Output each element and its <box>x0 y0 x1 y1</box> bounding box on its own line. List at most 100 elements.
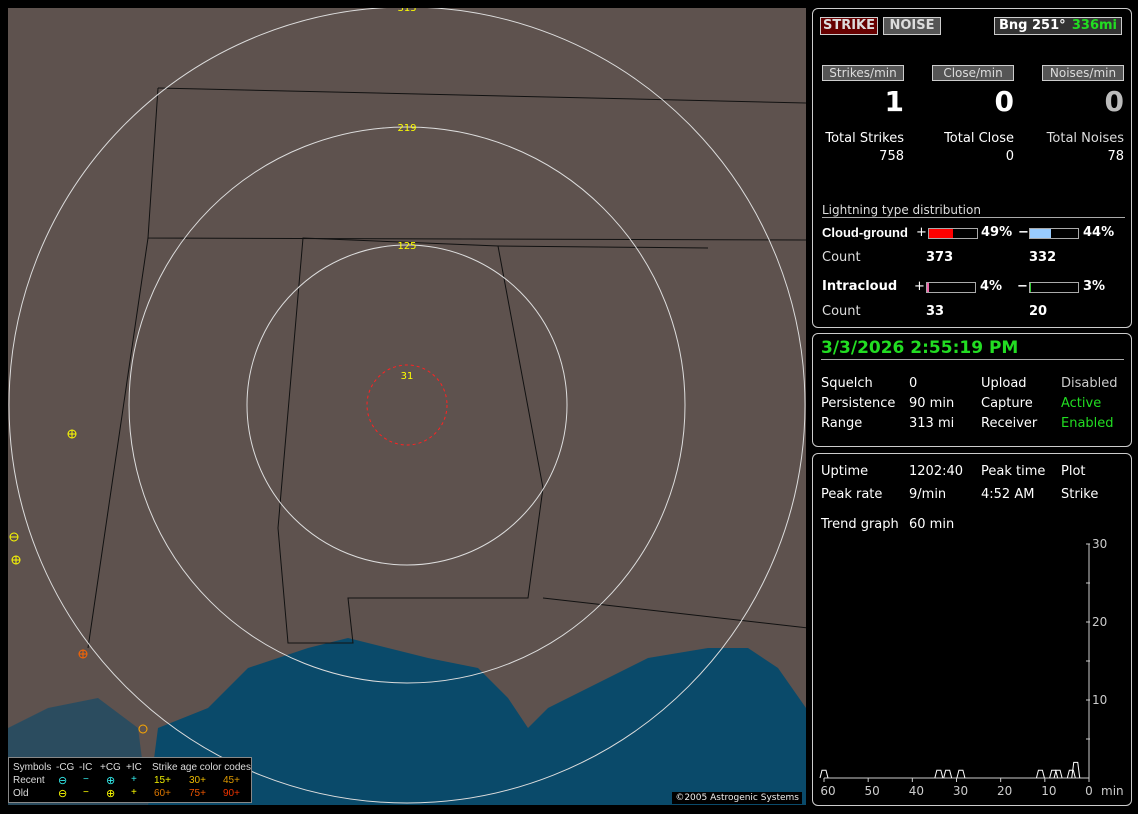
pos-ic-icon: + <box>131 787 137 798</box>
bearing: Bng 251° <box>999 18 1066 33</box>
ring-label: 31 <box>401 371 414 382</box>
status-value: 90 min <box>909 396 955 411</box>
bearing-readout: Bng 251° 336mi <box>994 17 1122 35</box>
ic-plus-bar <box>926 282 976 293</box>
age-code: 60+ <box>154 788 171 799</box>
trend-point <box>1049 769 1059 779</box>
trend-point <box>956 769 966 779</box>
cg-plus-count: 373 <box>926 250 954 265</box>
x-axis-label: min <box>1101 784 1124 798</box>
y-tick-label: 10 <box>1092 693 1107 707</box>
trend-point <box>1071 761 1081 779</box>
status-value: 313 mi <box>909 416 955 431</box>
trend-point <box>934 769 944 779</box>
minus-sign: − <box>1017 279 1028 294</box>
neg-ic-icon: − <box>83 774 89 785</box>
legend-header: -CG <box>56 762 75 773</box>
datetime: 3/3/2026 2:55:19 PM <box>821 338 1124 360</box>
status-label: Range <box>821 416 863 431</box>
cg-plus-pct: 49% <box>981 225 1013 240</box>
trend-point <box>1035 769 1045 779</box>
close-per-min: 0 <box>994 85 1014 118</box>
gulf-water <box>148 638 806 805</box>
peak-rate: 9/min <box>909 487 947 502</box>
ring-label: 125 <box>397 241 416 252</box>
total-close: 0 <box>1005 149 1014 164</box>
total-noises: 78 <box>1107 149 1124 164</box>
x-tick-label: 20 <box>997 784 1012 798</box>
trend-point <box>943 769 953 779</box>
legend-header: +IC <box>126 762 142 773</box>
plot-mode[interactable]: Strike <box>1061 487 1099 502</box>
cg-plus-bar <box>928 228 978 239</box>
noises-per-min-button[interactable]: Noises/min <box>1042 65 1124 81</box>
state-borders <box>87 87 806 649</box>
close-per-min-button[interactable]: Close/min <box>932 65 1014 81</box>
peak-rate-label: Peak rate <box>821 487 883 502</box>
status-value: 0 <box>909 376 918 391</box>
cg-label: Cloud-ground <box>822 225 908 240</box>
ic-plus-count: 33 <box>926 304 945 319</box>
peak-time: 4:52 AM <box>981 487 1035 502</box>
cg-minus-count: 332 <box>1029 250 1057 265</box>
status-label: Squelch <box>821 376 873 391</box>
status-value: Active <box>1061 396 1102 411</box>
cg-count-label: Count <box>822 250 861 265</box>
x-tick-label: 40 <box>909 784 924 798</box>
plot-label: Plot <box>1061 464 1086 479</box>
legend-recent: Recent <box>13 775 45 786</box>
age-code: 45+ <box>223 775 240 786</box>
trend-duration: 60 min <box>909 517 955 532</box>
status-label: Persistence <box>821 396 896 411</box>
strikes-per-min: 1 <box>884 85 904 118</box>
plus-sign: + <box>914 279 925 294</box>
status-value: Disabled <box>1061 376 1118 391</box>
neg-cg-icon: ⊖ <box>58 788 68 800</box>
uptime: 1202:40 <box>909 464 964 479</box>
plus-sign: + <box>916 225 927 240</box>
trend-point <box>1066 769 1076 779</box>
total-strikes: 758 <box>879 149 904 164</box>
cg-minus-bar <box>1029 228 1079 239</box>
trend-graph: 60 50 40 30 20 10 0 min 10 20 30 <box>819 537 1124 798</box>
total-noises-label: Total Noises <box>1046 131 1124 146</box>
noises-per-min: 0 <box>1104 85 1124 118</box>
strike-markers <box>9 429 148 734</box>
ic-minus-bar <box>1029 282 1079 293</box>
strike-button[interactable]: STRIKE <box>820 17 878 35</box>
x-tick-label: 60 <box>820 784 835 798</box>
legend-header: +CG <box>100 762 121 773</box>
trend-label: Trend graph <box>821 517 899 532</box>
strike-map[interactable]: 31 125 219 313 <box>8 8 806 805</box>
status-panel: 3/3/2026 2:55:19 PM Squelch 0 Upload Disabl… <box>812 333 1132 447</box>
peak-time-label: Peak time <box>981 464 1046 479</box>
total-close-label: Total Close <box>944 131 1014 146</box>
distance: 336mi <box>1071 18 1117 33</box>
x-tick-label: 50 <box>865 784 880 798</box>
trend-point <box>1053 769 1063 779</box>
total-strikes-label: Total Strikes <box>825 131 904 146</box>
pos-cg-icon: ⊕ <box>106 788 116 800</box>
status-label: Receiver <box>981 416 1038 431</box>
noise-button[interactable]: NOISE <box>883 17 941 35</box>
minus-sign: − <box>1018 225 1029 240</box>
status-label: Upload <box>981 376 1027 391</box>
y-tick-label: 30 <box>1092 537 1107 551</box>
ic-count-label: Count <box>822 304 861 319</box>
map-graphics: 31 125 219 313 <box>8 8 806 805</box>
ic-minus-pct: 3% <box>1083 279 1106 294</box>
age-code: 90+ <box>223 788 240 799</box>
range-rings <box>8 8 806 804</box>
copyright: ©2005 Astrogenic Systems <box>672 792 802 804</box>
close-range-ring <box>366 364 448 446</box>
age-code: 15+ <box>154 775 171 786</box>
ic-minus-count: 20 <box>1029 304 1048 319</box>
symbol-legend: Symbols -CG -IC +CG +IC Strike age color… <box>8 757 252 803</box>
status-value: Enabled <box>1061 416 1114 431</box>
ring-label: 219 <box>397 123 416 134</box>
stats-panel: Uptime 1202:40 Peak time Plot Peak rate … <box>812 453 1132 806</box>
x-tick-label: 10 <box>1041 784 1056 798</box>
distribution-title: Lightning type distribution <box>822 203 1125 218</box>
ring-label: 313 <box>397 8 416 14</box>
strikes-per-min-button[interactable]: Strikes/min <box>822 65 904 81</box>
